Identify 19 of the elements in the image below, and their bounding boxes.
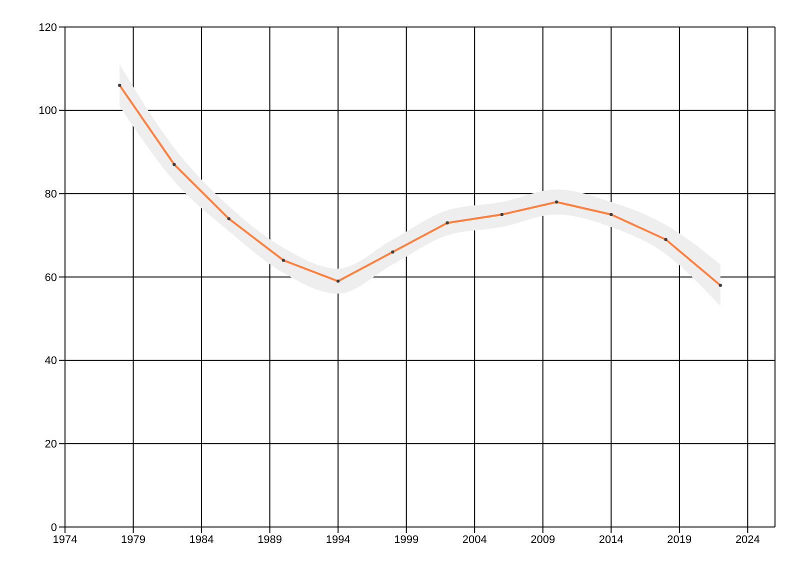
- x-tick-label: 1989: [258, 534, 282, 546]
- y-tick-label: 80: [44, 188, 57, 201]
- x-tick-label: 1984: [189, 534, 214, 546]
- line-series: [118, 84, 722, 287]
- y-tick-label: 0: [50, 522, 57, 534]
- y-tick-label: 20: [44, 438, 57, 451]
- x-tick-label: 2024: [735, 534, 760, 546]
- y-tick-label: 60: [44, 272, 57, 284]
- x-tick-label: 1999: [394, 534, 419, 546]
- x-tick-label: 1979: [121, 534, 146, 546]
- x-tick-label: 2019: [667, 534, 692, 546]
- y-tick-label: 100: [38, 105, 57, 118]
- y-tick-label: 120: [38, 22, 57, 34]
- x-tick-label: 1974: [52, 534, 78, 546]
- x-tick-label: 2004: [462, 534, 487, 546]
- x-tick-label: 2009: [530, 534, 556, 546]
- x-tick-label: 2014: [598, 534, 624, 546]
- x-tick-label: 1994: [326, 534, 350, 546]
- y-tick-label: 40: [44, 355, 57, 368]
